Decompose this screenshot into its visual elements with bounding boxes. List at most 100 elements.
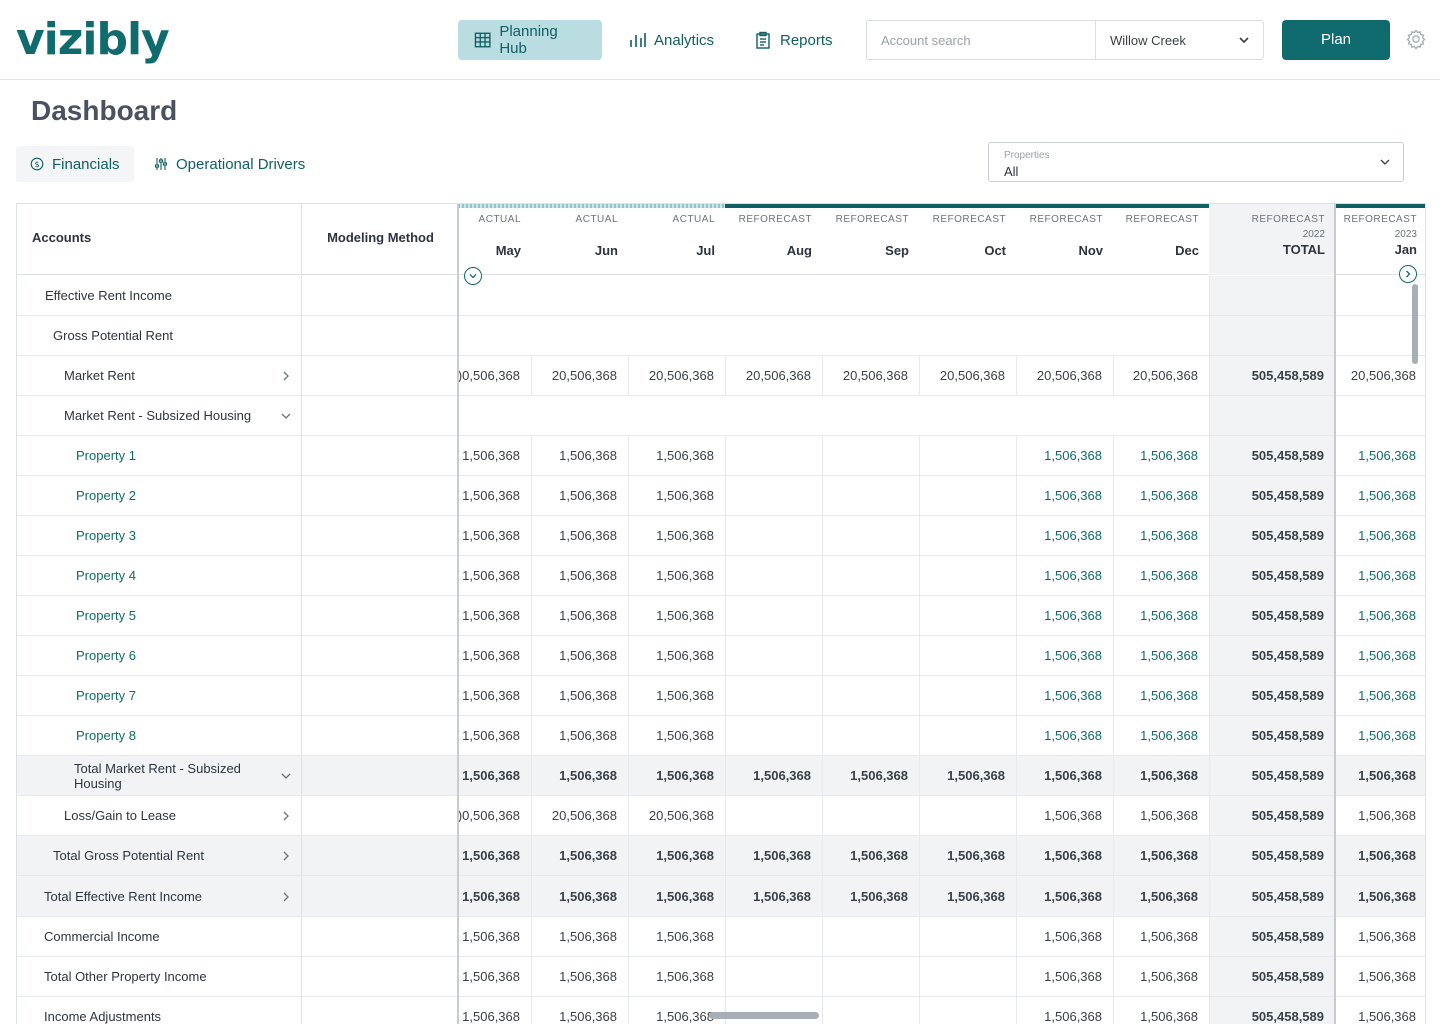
row-label[interactable]: Property 1	[76, 448, 136, 463]
value-cell[interactable]: 20,506,368	[822, 356, 919, 395]
value-cell[interactable]: 1,506,368	[1335, 876, 1425, 916]
modeling-method-cell[interactable]	[301, 997, 459, 1024]
value-cell[interactable]: 1,506,368	[919, 756, 1016, 795]
modeling-method-cell[interactable]	[301, 796, 459, 835]
nav-planning-hub[interactable]: Planning Hub	[458, 20, 602, 60]
value-cell[interactable]	[822, 636, 919, 675]
value-cell[interactable]: 1,506,368	[919, 876, 1016, 916]
value-cell[interactable]	[725, 957, 822, 996]
total-cell[interactable]: 505,458,589	[1209, 676, 1335, 715]
value-cell[interactable]: 1,506,368	[919, 836, 1016, 875]
total-cell[interactable]: 505,458,589	[1209, 556, 1335, 595]
value-cell[interactable]: 1,506,368	[1335, 636, 1425, 675]
total-cell[interactable]: 505,458,589	[1209, 756, 1335, 795]
plan-button[interactable]: Plan	[1282, 20, 1390, 60]
value-cell[interactable]: 1,506,368	[462, 488, 520, 503]
value-cell[interactable]: 1,506,368	[725, 756, 822, 795]
row-label[interactable]: Property 4	[76, 568, 136, 583]
value-cell[interactable]: )0,506,368	[457, 368, 520, 383]
value-cell[interactable]	[919, 476, 1016, 515]
chevron-down-icon[interactable]	[279, 769, 293, 783]
row-label[interactable]: Property 5	[76, 608, 136, 623]
modeling-method-cell[interactable]	[301, 756, 459, 795]
value-cell[interactable]: 1,506,368	[1113, 436, 1209, 475]
value-cell[interactable]: 1,506,368	[462, 768, 520, 783]
value-cell[interactable]	[725, 676, 822, 715]
value-cell[interactable]: 1,506,368	[628, 476, 725, 515]
total-cell[interactable]: 505,458,589	[1209, 997, 1335, 1024]
value-cell[interactable]: 1,506,368	[628, 917, 725, 956]
value-cell[interactable]: 1,506,368	[1113, 957, 1209, 996]
modeling-method-cell[interactable]	[301, 516, 459, 555]
value-cell[interactable]: 20,506,368	[531, 356, 628, 395]
value-cell[interactable]: 1,506,368	[1016, 716, 1113, 755]
value-cell[interactable]: 1,506,368	[531, 957, 628, 996]
value-cell[interactable]	[919, 556, 1016, 595]
value-cell[interactable]: 1,506,368	[531, 436, 628, 475]
value-cell[interactable]: 1,506,368	[822, 756, 919, 795]
modeling-method-cell[interactable]	[301, 676, 459, 715]
value-cell[interactable]: 1,506,368	[1335, 917, 1425, 956]
properties-filter[interactable]: Properties All	[988, 142, 1404, 182]
total-cell[interactable]: 505,458,589	[1209, 636, 1335, 675]
modeling-method-cell[interactable]	[301, 476, 459, 515]
value-cell[interactable]: 1,506,368	[531, 516, 628, 555]
next-columns-button[interactable]	[1399, 265, 1417, 283]
value-cell[interactable]: 1,506,368	[462, 688, 520, 703]
value-cell[interactable]	[919, 917, 1016, 956]
value-cell[interactable]: 1,506,368	[1113, 756, 1209, 795]
value-cell[interactable]: 20,506,368	[725, 356, 822, 395]
value-cell[interactable]: 20,506,368	[628, 796, 725, 835]
value-cell[interactable]: 20,506,368	[531, 796, 628, 835]
row-label[interactable]: Property 3	[76, 528, 136, 543]
modeling-method-cell[interactable]	[301, 876, 459, 916]
chevron-right-icon[interactable]	[279, 369, 293, 383]
property-select[interactable]: Willow Creek	[1095, 20, 1264, 60]
value-cell[interactable]	[725, 997, 822, 1024]
value-cell[interactable]: 1,506,368	[628, 676, 725, 715]
value-cell[interactable]: 1,506,368	[1016, 796, 1113, 835]
value-cell[interactable]: 1,506,368	[531, 556, 628, 595]
value-cell[interactable]	[919, 596, 1016, 635]
value-cell[interactable]: 1,506,368	[822, 876, 919, 916]
value-cell[interactable]	[919, 796, 1016, 835]
value-cell[interactable]: 1,506,368	[1113, 676, 1209, 715]
modeling-method-cell[interactable]	[301, 596, 459, 635]
value-cell[interactable]: 1,506,368	[1335, 836, 1425, 875]
value-cell[interactable]: 1,506,368	[1016, 876, 1113, 916]
chevron-right-icon[interactable]	[279, 809, 293, 823]
value-cell[interactable]	[822, 596, 919, 635]
value-cell[interactable]: 1,506,368	[1016, 516, 1113, 555]
value-cell[interactable]	[822, 676, 919, 715]
value-cell[interactable]: 1,506,368	[1113, 997, 1209, 1024]
value-cell[interactable]: 20,506,368	[1113, 356, 1209, 395]
value-cell[interactable]	[725, 917, 822, 956]
value-cell[interactable]	[919, 676, 1016, 715]
value-cell[interactable]: 1,506,368	[1016, 436, 1113, 475]
total-cell[interactable]: 505,458,589	[1209, 436, 1335, 475]
tab-financials[interactable]: $ Financials	[16, 146, 134, 182]
value-cell[interactable]	[822, 476, 919, 515]
row-label[interactable]: Property 7	[76, 688, 136, 703]
value-cell[interactable]: 1,506,368	[531, 917, 628, 956]
value-cell[interactable]: 1,506,368	[462, 528, 520, 543]
value-cell[interactable]: 1,506,368	[1016, 957, 1113, 996]
value-cell[interactable]: )0,506,368	[457, 808, 520, 823]
chevron-right-icon[interactable]	[279, 849, 293, 863]
total-cell[interactable]: 505,458,589	[1209, 476, 1335, 515]
value-cell[interactable]: 1,506,368	[1016, 836, 1113, 875]
value-cell[interactable]	[822, 436, 919, 475]
value-cell[interactable]: 1,506,368	[531, 636, 628, 675]
value-cell[interactable]: 1,506,368	[1335, 516, 1425, 555]
value-cell[interactable]	[919, 636, 1016, 675]
value-cell[interactable]: 1,506,368	[1335, 556, 1425, 595]
chevron-down-icon[interactable]	[279, 409, 293, 423]
value-cell[interactable]: 1,506,368	[462, 888, 520, 904]
value-cell[interactable]	[822, 716, 919, 755]
value-cell[interactable]: 1,506,368	[531, 716, 628, 755]
total-cell[interactable]: 505,458,589	[1209, 516, 1335, 555]
total-cell[interactable]: 505,458,589	[1209, 796, 1335, 835]
value-cell[interactable]	[725, 556, 822, 595]
modeling-method-cell[interactable]	[301, 316, 459, 355]
value-cell[interactable]: 1,506,368	[531, 836, 628, 875]
